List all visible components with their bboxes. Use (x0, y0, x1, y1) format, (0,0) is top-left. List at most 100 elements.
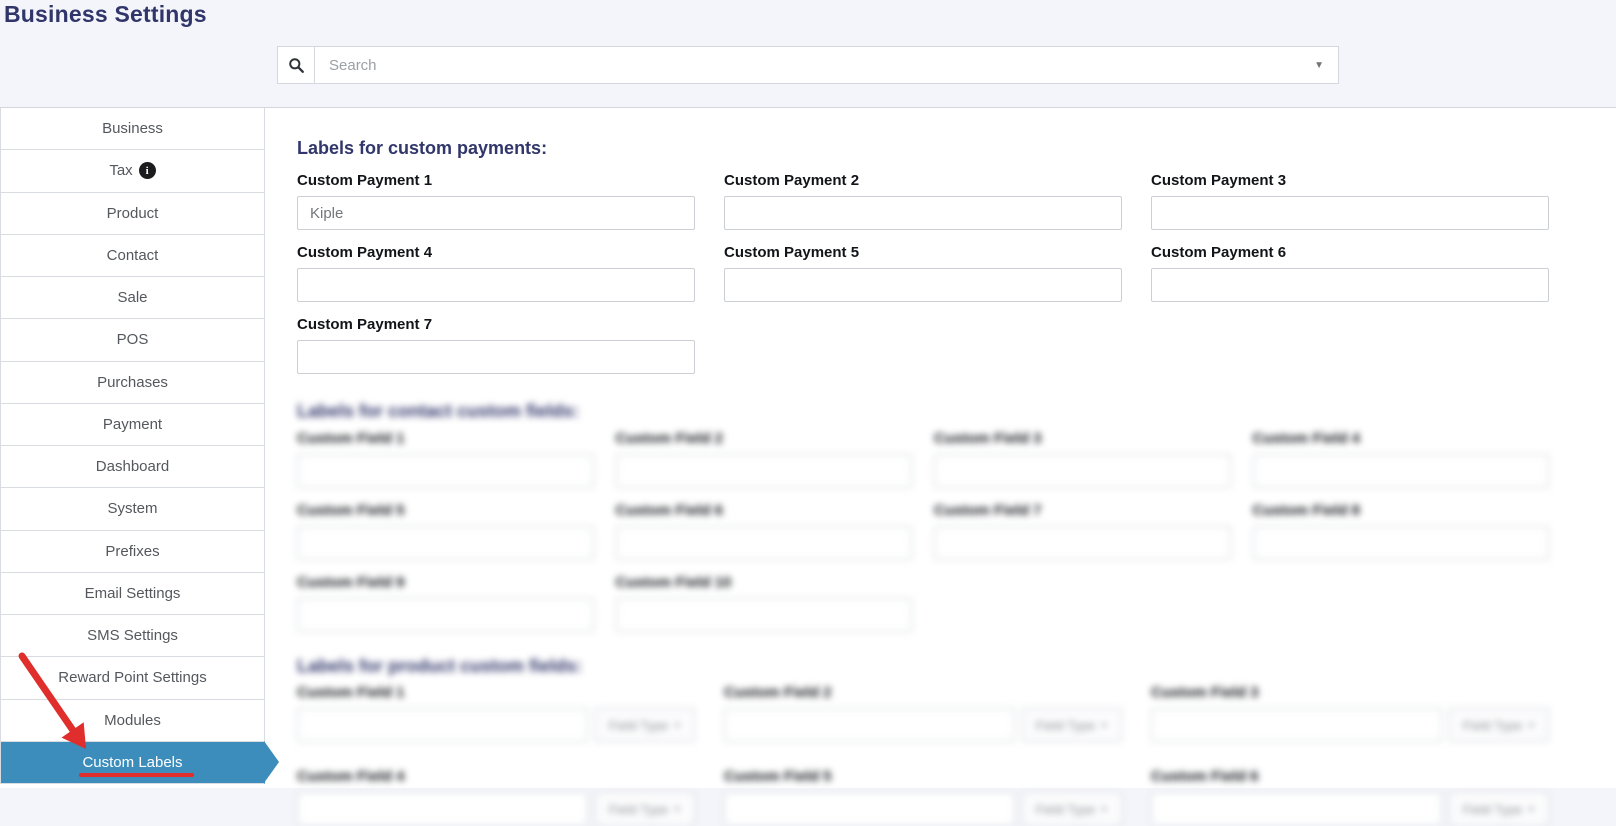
sidebar-item-sale[interactable]: Sale (1, 277, 265, 320)
sidebar-item-system[interactable]: System (1, 488, 265, 531)
content-panel: Business Tax i Product Contact Sale POS … (0, 107, 1616, 826)
field-type-select[interactable]: Field Type ▼ (1022, 792, 1122, 826)
field-block: Custom Field 1 (297, 430, 594, 488)
field-label: Custom Field 3 (934, 430, 1042, 447)
sidebar-item-purchases[interactable]: Purchases (1, 361, 265, 404)
contact-field-10-input[interactable] (615, 598, 912, 632)
sidebar-item-business[interactable]: Business (1, 108, 265, 151)
search-bar: ▼ (277, 46, 1339, 84)
contact-field-1-input[interactable] (297, 454, 594, 488)
custom-payment-3-input[interactable] (1151, 196, 1549, 230)
field-block: Custom Payment 2 (724, 172, 1122, 230)
field-label: Custom Payment 2 (724, 172, 860, 189)
field-block: Custom Field 6 Field Type ▼ (1151, 768, 1549, 826)
contact-field-6-input[interactable] (615, 526, 912, 560)
sidebar-item-pos[interactable]: POS (1, 319, 265, 362)
product-field-2-input[interactable] (724, 708, 1015, 742)
field-type-label: Field Type (1462, 801, 1523, 817)
product-field-5-input[interactable] (724, 792, 1015, 826)
custom-payment-5-input[interactable] (724, 268, 1122, 302)
contact-fields-grid: Custom Field 1 Custom Field 2 Custom Fie… (297, 430, 1549, 632)
field-block: Custom Field 8 (1252, 502, 1549, 560)
field-type-select[interactable]: Field Type ▼ (595, 708, 695, 742)
page-title: Business Settings (4, 1, 207, 27)
field-label: Custom Field 8 (1252, 502, 1361, 519)
product-fields-section: Labels for product custom fields: Custom… (297, 656, 1549, 826)
sidebar-item-label: Business (102, 120, 163, 138)
contact-field-2-input[interactable] (615, 454, 912, 488)
info-icon: i (138, 162, 156, 180)
field-label: Custom Payment 7 (297, 316, 433, 333)
sidebar-item-tax[interactable]: Tax i (1, 150, 265, 193)
field-block: Custom Field 7 (934, 502, 1231, 560)
field-block: Custom Payment 5 (724, 244, 1122, 302)
sidebar-item-label: Dashboard (95, 458, 170, 476)
sidebar-item-custom-labels[interactable]: Custom Labels (1, 741, 279, 784)
field-type-label: Field Type (1035, 717, 1096, 733)
field-type-select[interactable]: Field Type ▼ (595, 792, 695, 826)
product-fields-grid: Custom Field 1 Field Type ▼ Custom Field… (297, 684, 1549, 826)
sidebar-item-prefixes[interactable]: Prefixes (1, 530, 265, 573)
sidebar-item-label: System (107, 500, 158, 518)
sidebar-item-label: Email Settings (84, 584, 181, 602)
product-field-6-input[interactable] (1151, 792, 1442, 826)
sidebar-item-payment[interactable]: Payment (1, 403, 265, 446)
field-type-label: Field Type (1462, 717, 1523, 733)
sidebar-item-label: SMS Settings (87, 627, 178, 645)
chevron-down-icon: ▼ (673, 720, 682, 730)
field-block: Custom Field 5 (297, 502, 594, 560)
sidebar-item-label: Modules (104, 711, 161, 729)
field-block: Custom Payment 4 (297, 244, 695, 302)
field-label: Custom Field 6 (615, 502, 724, 519)
field-label: Custom Field 4 (1252, 430, 1361, 447)
search-icon (288, 57, 304, 73)
payments-grid: Custom Payment 1 Custom Payment 2 Custom… (297, 172, 1549, 374)
product-field-3-input[interactable] (1151, 708, 1442, 742)
field-label: Custom Field 2 (615, 430, 724, 447)
field-label: Custom Field 9 (297, 574, 405, 591)
field-type-select[interactable]: Field Type ▼ (1449, 708, 1549, 742)
contact-fields-section: Labels for contact custom fields: Custom… (297, 401, 1549, 632)
chevron-down-icon: ▼ (1527, 720, 1536, 730)
contact-field-3-input[interactable] (934, 454, 1231, 488)
sidebar-item-contact[interactable]: Contact (1, 234, 265, 277)
field-label: Custom Payment 6 (1151, 244, 1287, 261)
sidebar-item-dashboard[interactable]: Dashboard (1, 446, 265, 489)
field-block: Custom Payment 3 (1151, 172, 1549, 230)
field-label: Custom Payment 3 (1151, 172, 1287, 189)
field-label: Custom Field 2 (724, 684, 832, 701)
field-type-select[interactable]: Field Type ▼ (1449, 792, 1549, 826)
contact-field-8-input[interactable] (1252, 526, 1549, 560)
sidebar-item-label: Contact (106, 246, 159, 264)
field-label: Custom Field 4 (297, 768, 405, 785)
contact-field-5-input[interactable] (297, 526, 594, 560)
sidebar-item-sms-settings[interactable]: SMS Settings (1, 615, 265, 658)
sidebar-item-modules[interactable]: Modules (1, 699, 265, 742)
product-section-heading: Labels for product custom fields: (297, 656, 583, 676)
sidebar-item-reward-point-settings[interactable]: Reward Point Settings (1, 657, 265, 700)
field-type-select[interactable]: Field Type ▼ (1022, 708, 1122, 742)
payments-section-heading: Labels for custom payments: (297, 138, 548, 158)
sidebar-item-label: Reward Point Settings (58, 669, 207, 687)
custom-payment-6-input[interactable] (1151, 268, 1549, 302)
custom-payment-4-input[interactable] (297, 268, 695, 302)
custom-payment-7-input[interactable] (297, 340, 695, 374)
contact-field-9-input[interactable] (297, 598, 594, 632)
search-input[interactable] (315, 47, 1315, 83)
product-field-1-input[interactable] (297, 708, 588, 742)
field-type-label: Field Type (608, 717, 669, 733)
field-block: Custom Field 2 (615, 430, 912, 488)
chevron-down-icon: ▼ (1100, 720, 1109, 730)
sidebar-item-label: Product (106, 204, 159, 222)
field-label: Custom Field 5 (297, 502, 405, 519)
contact-field-4-input[interactable] (1252, 454, 1549, 488)
chevron-down-icon: ▼ (1100, 804, 1109, 814)
custom-payment-1-input[interactable] (297, 196, 695, 230)
product-field-4-input[interactable] (297, 792, 588, 826)
sidebar-item-label: Sale (117, 289, 148, 307)
custom-payment-2-input[interactable] (724, 196, 1122, 230)
search-dropdown-caret-icon[interactable]: ▼ (1314, 59, 1324, 71)
sidebar-item-email-settings[interactable]: Email Settings (1, 572, 265, 615)
sidebar-item-product[interactable]: Product (1, 192, 265, 235)
contact-field-7-input[interactable] (934, 526, 1231, 560)
